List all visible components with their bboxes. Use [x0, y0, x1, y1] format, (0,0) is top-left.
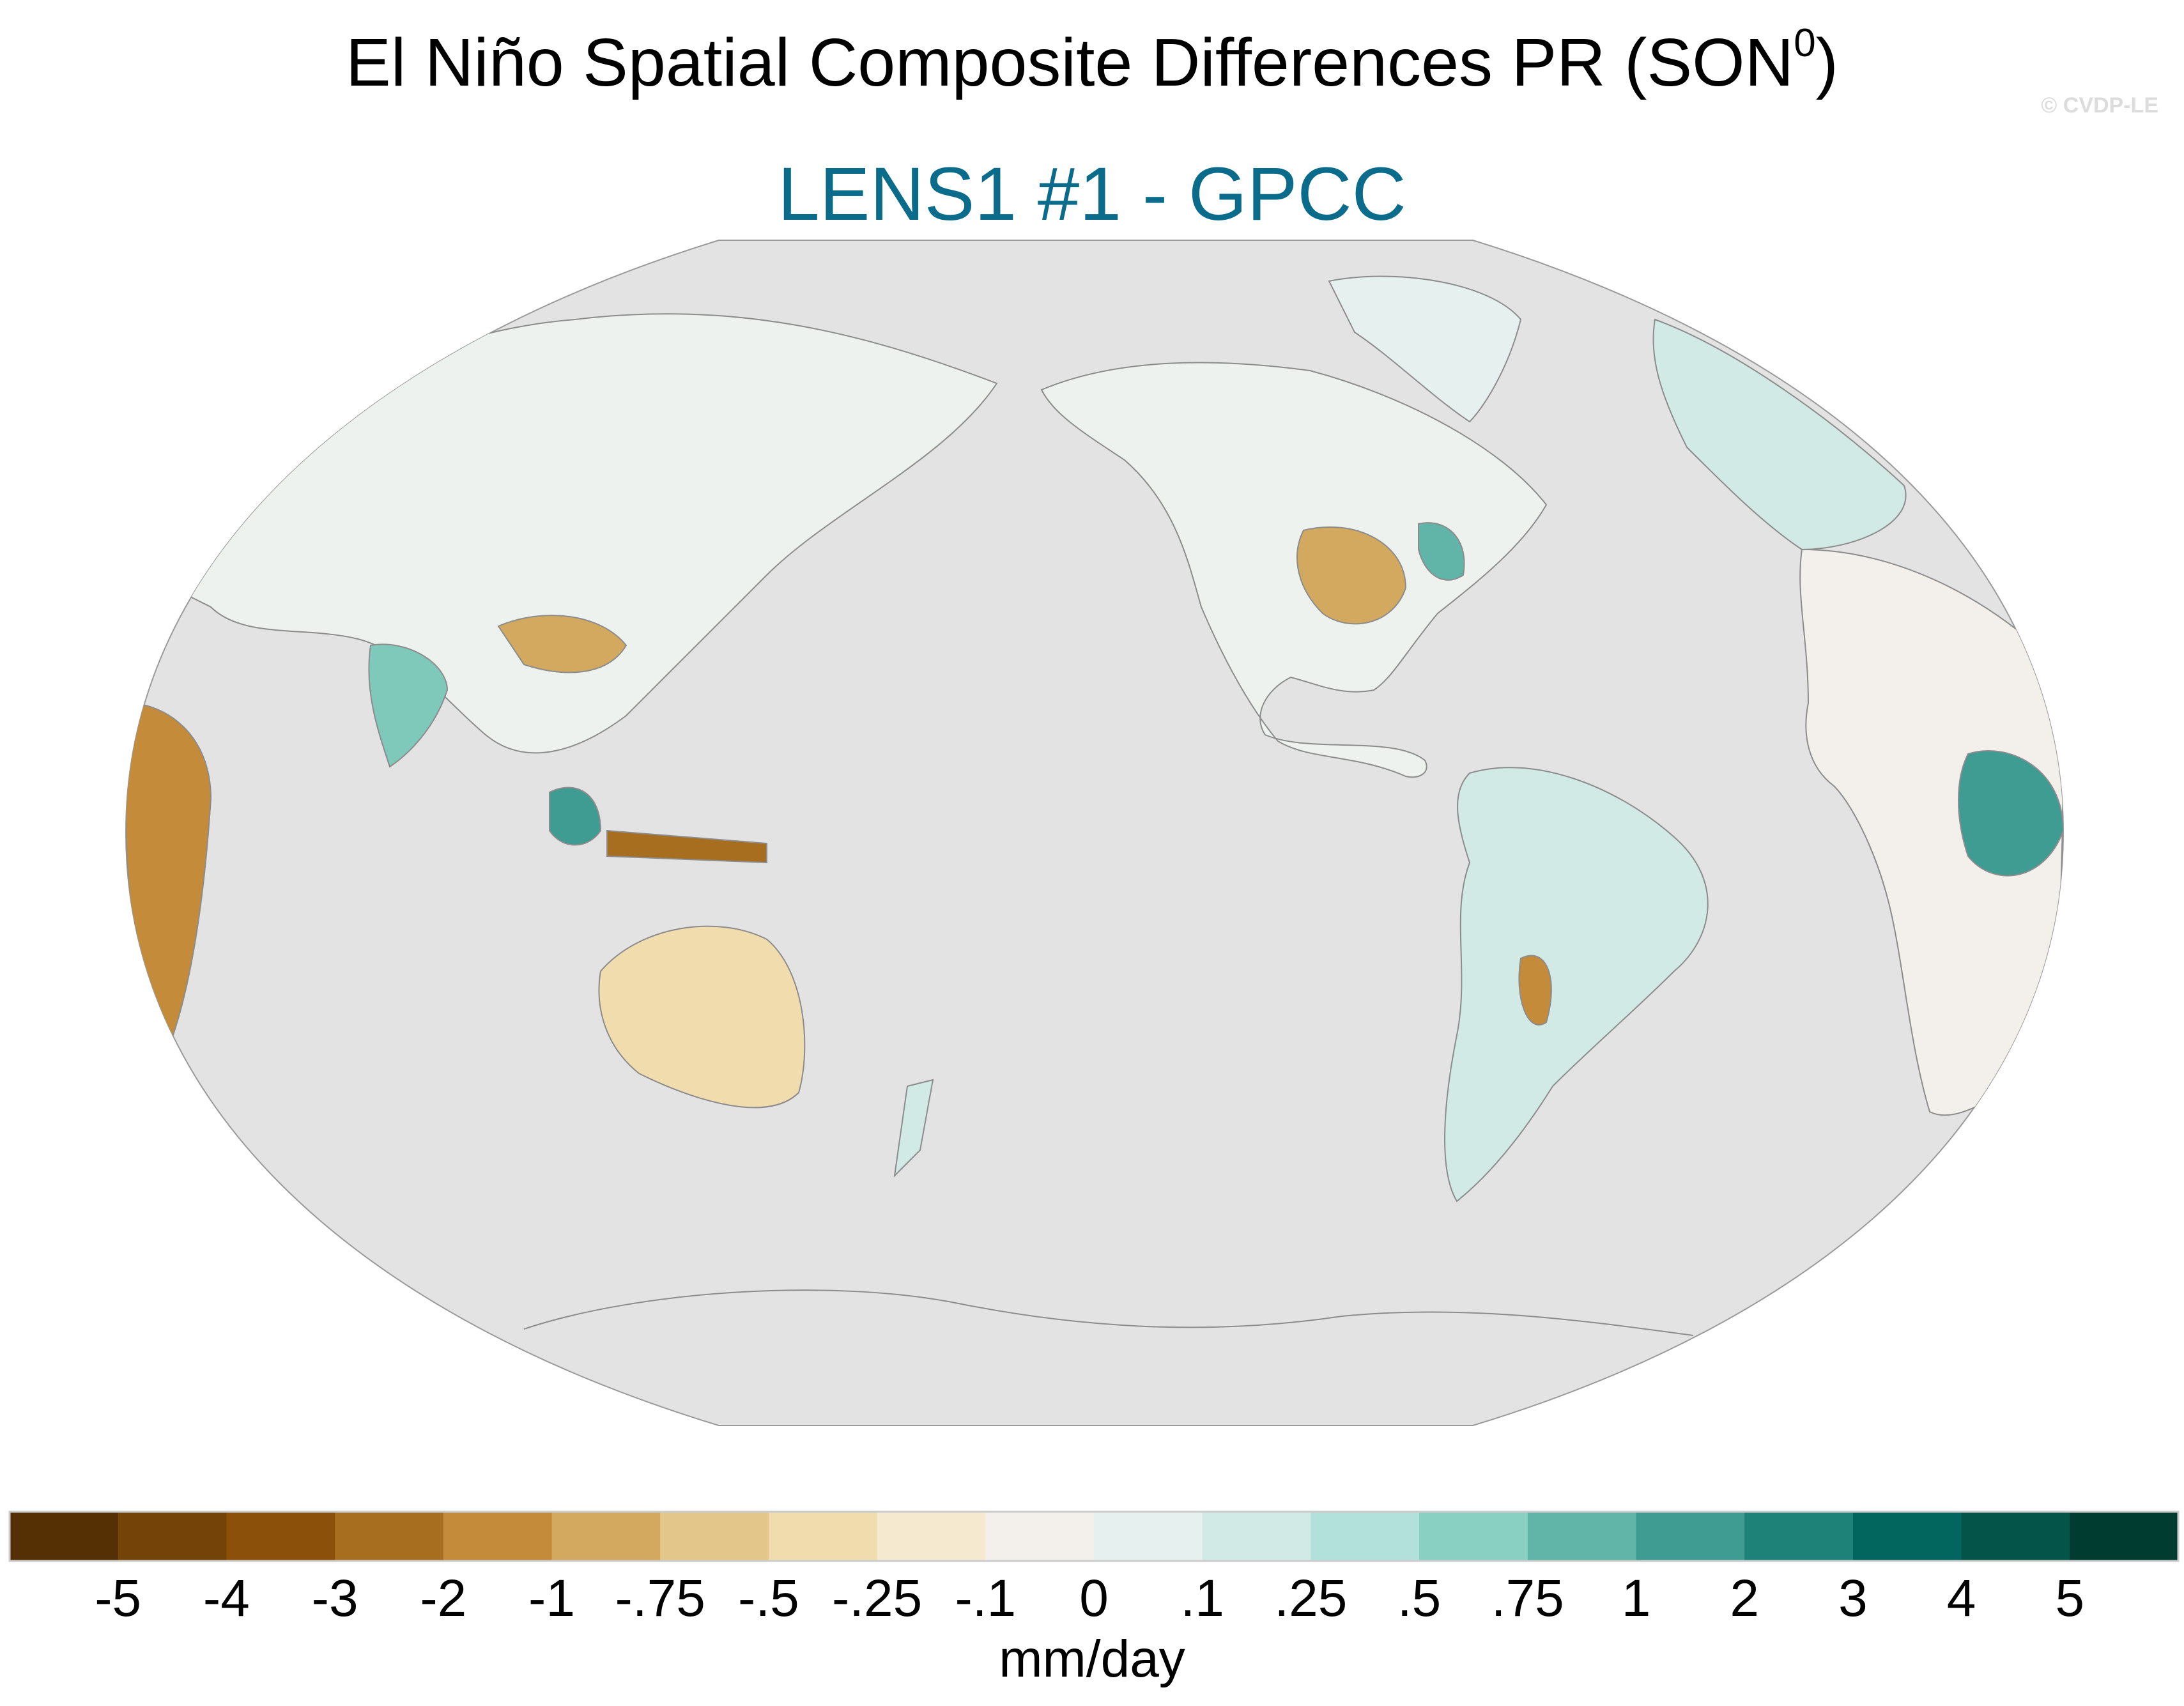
- land-india: [368, 643, 449, 768]
- colorbar-swatch: [1852, 1512, 1962, 1561]
- colorbar-tick-label: -3: [311, 1569, 358, 1627]
- colorbar-swatch: [768, 1512, 878, 1561]
- colorbar-tick-label: -2: [420, 1569, 467, 1627]
- colorbar-tick-label: -1: [528, 1569, 575, 1627]
- title-close: ): [1815, 25, 1838, 100]
- land-africa-wet: [1958, 750, 2063, 877]
- land-us-wet: [1418, 522, 1465, 581]
- colorbar-swatch: [1527, 1512, 1636, 1561]
- colorbar-border: [8, 1510, 2180, 1562]
- colorbar-tick-label: .75: [1491, 1569, 1564, 1627]
- colorbar-swatch: [1419, 1512, 1528, 1561]
- colorbar-tick-label: -.1: [955, 1569, 1017, 1627]
- title-superscript: 0: [1794, 21, 1816, 65]
- colorbar-tick-label: 2: [1730, 1569, 1759, 1627]
- land-maritime-continent: [549, 787, 602, 846]
- colorbar: [8, 1510, 2180, 1562]
- colorbar-swatch: [1961, 1512, 2070, 1561]
- colorbar-swatch: [1636, 1512, 1745, 1561]
- colorbar-tick-label: .5: [1397, 1569, 1442, 1627]
- colorbar-swatch: [1311, 1512, 1420, 1561]
- colorbar-tick-label: 4: [1946, 1569, 1976, 1627]
- land-australia: [598, 925, 806, 1109]
- land-china-dry: [497, 615, 627, 673]
- colorbar-swatch: [443, 1512, 552, 1561]
- land-indonesia-dry: [606, 829, 767, 864]
- colorbar-units: mm/day: [999, 1630, 1185, 1688]
- colorbar-tick-label: -.25: [831, 1569, 923, 1627]
- land-sa-dry: [1518, 955, 1552, 1026]
- colorbar-swatch: [1744, 1512, 1854, 1561]
- colorbar-swatch: [1094, 1512, 1203, 1561]
- colorbar-labels: -5 -4 -3 -2 -1 -.75 -.5 -.25 -.1 0 .1 .25 .5 .75 1 2 3 4 5: [10, 1569, 2178, 1633]
- colorbar-tick-label: 1: [1621, 1569, 1651, 1627]
- land-north-america: [1040, 362, 1548, 778]
- colorbar-swatch: [226, 1512, 335, 1561]
- plot-title: El Niño Spatial Composite Differences PR…: [0, 21, 2184, 102]
- colorbar-swatch: [335, 1512, 444, 1561]
- colorbar-tick-label: .1: [1180, 1569, 1224, 1627]
- colorbar-tick-label: 3: [1838, 1569, 1868, 1627]
- colorbar-tick-label: .25: [1274, 1569, 1348, 1627]
- colorbar-swatch: [1202, 1512, 1311, 1561]
- colorbar-swatch: [10, 1512, 119, 1561]
- land-antarctica: [523, 1289, 1694, 1336]
- colorbar-tick-label: 5: [2055, 1569, 2085, 1627]
- land-europe: [1652, 318, 1907, 551]
- colorbar-tick-label: 0: [1079, 1569, 1109, 1627]
- land-greenland: [1328, 275, 1522, 423]
- colorbar-swatch: [877, 1512, 986, 1561]
- colorbar-tick-label: -4: [203, 1569, 250, 1627]
- colorbar-tick-label: -.75: [615, 1569, 705, 1627]
- colorbar-swatch: [551, 1512, 661, 1561]
- colorbar-tick-label: -5: [95, 1569, 142, 1627]
- colorbar-swatch: [118, 1512, 227, 1561]
- colorbar-swatch: [985, 1512, 1095, 1561]
- land-south-america: [1444, 767, 1709, 1203]
- colorbar-tick-label: -.5: [738, 1569, 799, 1627]
- colorbar-swatch: [2070, 1512, 2179, 1561]
- land-new-zealand: [893, 1079, 934, 1178]
- colorbar-swatch: [660, 1512, 769, 1561]
- watermark: © CVDP-LE: [2041, 93, 2158, 118]
- title-text: El Niño Spatial Composite Differences PR…: [346, 25, 1794, 100]
- plot-subtitle: LENS1 #1 - GPCC: [778, 152, 1406, 236]
- land-us-dry: [1296, 526, 1407, 625]
